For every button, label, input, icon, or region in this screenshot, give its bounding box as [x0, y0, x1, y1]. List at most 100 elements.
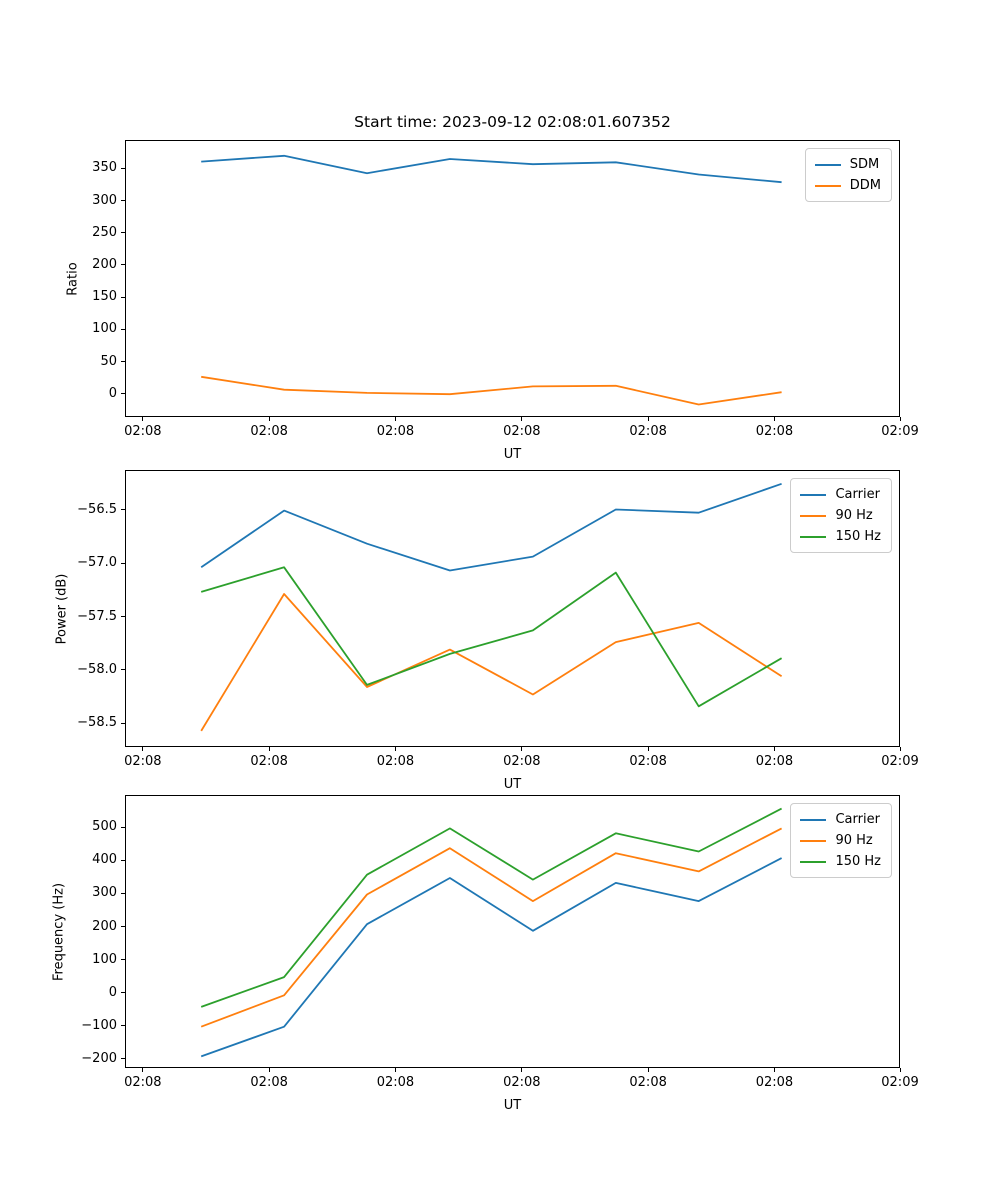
legend-line-sample	[800, 818, 827, 821]
x-tick-label: 02:08	[250, 1075, 288, 1090]
x-tick-mark	[142, 1068, 144, 1072]
y-tick-mark	[121, 393, 125, 395]
figure-title: Start time: 2023-09-12 02:08:01.607352	[354, 113, 671, 131]
x-tick-mark	[647, 1068, 649, 1072]
series-line-90-hz	[200, 593, 783, 732]
x-tick-label: 02:08	[376, 1075, 415, 1090]
x-tick-mark	[647, 747, 649, 751]
y-tick-mark	[121, 992, 125, 994]
y-tick-label: 200	[92, 256, 117, 272]
y-axis-label: Power (dB)	[54, 573, 70, 644]
x-tick-label: 02:09	[881, 1075, 919, 1090]
subplot-power: Carrier 90 Hz 150 Hz 02:08 02:08 02:08 02:08 02…	[55, 470, 919, 792]
y-tick-label: −100	[81, 1017, 117, 1033]
y-tick-label: −56.5	[77, 501, 117, 517]
legend-label: SDM	[849, 157, 880, 172]
x-tick-mark	[899, 417, 901, 421]
x-tick-label: 02:08	[250, 424, 288, 439]
legend-label: 150 Hz	[835, 529, 881, 544]
y-tick-mark	[121, 892, 125, 894]
x-tick-label: 02:08	[755, 754, 794, 769]
y-tick-label: 250	[92, 224, 117, 240]
chart-canvas	[201, 154, 782, 406]
legend-line-sample	[814, 184, 841, 187]
x-tick-mark	[899, 1068, 901, 1072]
legend-line-sample	[814, 163, 841, 166]
x-tick-mark	[773, 417, 775, 421]
y-tick-label: 300	[92, 885, 117, 901]
plot-area: SDM DDM	[125, 140, 900, 417]
y-tick-mark	[121, 167, 125, 169]
legend-item: 90 Hz	[800, 505, 881, 526]
y-tick-mark	[121, 926, 125, 928]
x-tick-mark	[773, 747, 775, 751]
x-tick-mark	[899, 747, 901, 751]
legend-item: Carrier	[800, 484, 881, 505]
y-tick-label: −57.5	[77, 608, 117, 624]
x-tick-mark	[268, 417, 270, 421]
x-tick-label: 02:09	[881, 754, 919, 769]
x-tick-label: 02:08	[503, 754, 541, 769]
y-tick-mark	[121, 328, 125, 330]
chart-canvas	[200, 482, 783, 732]
y-tick-mark	[121, 826, 125, 828]
x-tick-mark	[521, 747, 523, 751]
x-tick-mark	[394, 417, 396, 421]
legend-line-sample	[800, 535, 827, 538]
x-tick-label: 02:08	[503, 1075, 541, 1090]
legend-item: SDM	[814, 154, 881, 175]
x-tick-mark	[394, 1068, 396, 1072]
y-tick-label: 500	[92, 819, 117, 835]
x-tick-mark	[521, 1068, 523, 1072]
y-tick-mark	[121, 296, 125, 298]
x-tick-label: 02:08	[755, 424, 794, 439]
x-tick-label: 02:08	[124, 424, 162, 439]
series-line-carrier	[200, 857, 783, 1058]
x-tick-mark	[142, 417, 144, 421]
x-tick-label: 02:08	[503, 424, 541, 439]
x-tick-label: 02:08	[755, 1075, 794, 1090]
legend-item: DDM	[814, 175, 881, 196]
y-tick-label: −58.5	[77, 715, 117, 731]
y-tick-mark	[121, 959, 125, 961]
legend-item: 150 Hz	[800, 526, 881, 547]
x-tick-label: 02:08	[124, 754, 162, 769]
y-tick-mark	[121, 264, 125, 266]
legend: Carrier 90 Hz 150 Hz	[790, 478, 892, 553]
y-tick-label: 400	[92, 852, 117, 868]
series-line-carrier	[200, 482, 782, 572]
legend-label: 150 Hz	[835, 854, 881, 869]
chart-canvas	[200, 807, 783, 1058]
y-tick-label: 100	[92, 951, 117, 967]
x-tick-label: 02:08	[629, 754, 667, 769]
x-tick-mark	[268, 1068, 270, 1072]
y-tick-label: 50	[100, 353, 117, 369]
series-line-sdm	[201, 154, 782, 184]
legend-label: 90 Hz	[835, 508, 873, 523]
legend-label: Carrier	[835, 487, 880, 502]
y-tick-mark	[121, 509, 125, 511]
plot-area: Carrier 90 Hz 150 Hz	[125, 470, 900, 747]
y-tick-mark	[121, 562, 125, 564]
legend-label: 90 Hz	[835, 833, 873, 848]
y-tick-mark	[121, 669, 125, 671]
y-tick-mark	[121, 859, 125, 861]
x-tick-mark	[268, 747, 270, 751]
x-tick-mark	[142, 747, 144, 751]
x-tick-mark	[773, 1068, 775, 1072]
y-tick-label: −57.0	[77, 555, 117, 571]
y-tick-mark	[121, 1058, 125, 1060]
series-line-ddm	[201, 375, 782, 406]
legend-line-sample	[800, 839, 827, 842]
y-tick-label: 0	[108, 385, 117, 401]
legend-label: Carrier	[835, 812, 880, 827]
x-tick-label: 02:08	[124, 1075, 162, 1090]
y-tick-mark	[121, 722, 125, 724]
series-line-150-hz	[200, 566, 783, 708]
series-line-90-hz	[200, 827, 783, 1028]
x-tick-mark	[647, 417, 649, 421]
x-tick-label: 02:08	[629, 1075, 667, 1090]
y-tick-label: 100	[92, 321, 117, 337]
legend: Carrier 90 Hz 150 Hz	[790, 803, 892, 878]
